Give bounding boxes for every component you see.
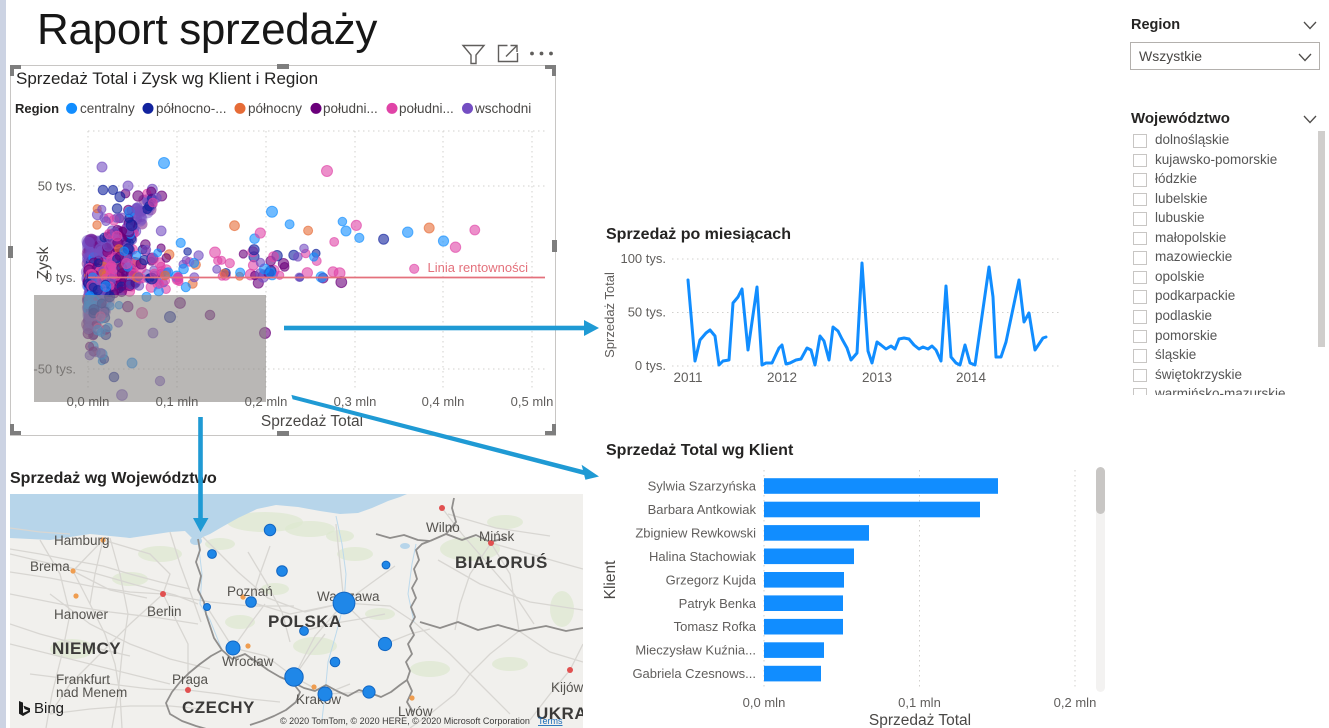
svg-text:Region: Region	[15, 101, 59, 116]
svg-text:Sprzedaż Total: Sprzedaż Total	[602, 272, 617, 358]
svg-text:0,1 mln: 0,1 mln	[156, 394, 199, 409]
svg-text:nad Menem: nad Menem	[56, 685, 127, 700]
svg-text:wschodni: wschodni	[474, 101, 531, 116]
svg-text:Gabriela Czesnows...: Gabriela Czesnows...	[632, 666, 756, 681]
svg-text:Sprzedaż Total wg Klient: Sprzedaż Total wg Klient	[606, 442, 794, 459]
svg-text:Linia rentowności: Linia rentowności	[428, 260, 529, 275]
svg-text:Berlin: Berlin	[147, 604, 182, 619]
svg-text:0,2 mln: 0,2 mln	[245, 394, 288, 409]
svg-text:Poznań: Poznań	[227, 584, 273, 599]
svg-text:Sprzedaż Total: Sprzedaż Total	[261, 413, 363, 430]
svg-text:południ...: południ...	[399, 101, 454, 116]
svg-text:2014: 2014	[956, 370, 987, 385]
svg-text:NIEMCY: NIEMCY	[52, 639, 121, 658]
svg-text:Grzegorz Kujda: Grzegorz Kujda	[666, 572, 757, 587]
svg-text:POLSKA: POLSKA	[268, 612, 342, 631]
svg-text:0,4 mln: 0,4 mln	[422, 394, 465, 409]
svg-text:Frankfurt: Frankfurt	[56, 672, 110, 687]
svg-text:Lwów: Lwów	[398, 704, 433, 719]
svg-text:2012: 2012	[767, 370, 797, 385]
svg-text:centralny: centralny	[80, 101, 135, 116]
svg-text:Zysk: Zysk	[35, 246, 52, 279]
svg-text:UKRAI: UKRAI	[536, 704, 583, 723]
svg-text:Halina Stachowiak: Halina Stachowiak	[649, 549, 756, 564]
svg-text:Terms: Terms	[538, 716, 563, 726]
svg-text:0,0 mln: 0,0 mln	[67, 394, 110, 409]
svg-text:2011: 2011	[673, 370, 702, 385]
svg-text:Sprzedaż Total: Sprzedaż Total	[869, 712, 971, 728]
svg-text:Mieczysław Kuźnia...: Mieczysław Kuźnia...	[635, 643, 756, 658]
svg-text:Patryk Benka: Patryk Benka	[679, 596, 757, 611]
svg-text:2013: 2013	[862, 370, 892, 385]
svg-text:północny: północny	[248, 101, 302, 116]
svg-text:CZECHY: CZECHY	[182, 698, 255, 717]
svg-text:Praga: Praga	[172, 672, 209, 687]
svg-text:Sprzedaż Total i Zysk wg Klien: Sprzedaż Total i Zysk wg Klient i Region	[16, 69, 318, 88]
svg-text:Sprzedaż po miesiącach: Sprzedaż po miesiącach	[606, 226, 791, 243]
svg-text:0,3 mln: 0,3 mln	[334, 394, 377, 409]
svg-text:0,2 mln: 0,2 mln	[1054, 695, 1097, 710]
svg-text:Tomasz Rofka: Tomasz Rofka	[674, 619, 757, 634]
svg-text:Klient: Klient	[602, 560, 619, 599]
svg-text:0,5 mln: 0,5 mln	[511, 394, 554, 409]
svg-text:50 tys.: 50 tys.	[628, 305, 666, 320]
svg-text:Wrocław: Wrocław	[222, 654, 274, 669]
svg-text:Kijów: Kijów	[551, 680, 583, 695]
svg-text:południ...: południ...	[323, 101, 378, 116]
svg-text:Brema: Brema	[30, 559, 70, 574]
svg-text:Zbigniew Rewkowski: Zbigniew Rewkowski	[635, 525, 756, 540]
svg-text:0,0 mln: 0,0 mln	[743, 695, 786, 710]
svg-text:Hamburg: Hamburg	[54, 533, 110, 548]
svg-text:0,1 mln: 0,1 mln	[898, 695, 941, 710]
svg-text:Barbara Antkowiak: Barbara Antkowiak	[648, 502, 757, 517]
svg-text:© 2020 TomTom, © 2020 HERE, ©: © 2020 TomTom, © 2020 HERE, © 2020 Micro…	[280, 716, 530, 726]
svg-text:Sylwia Szarzyńska: Sylwia Szarzyńska	[648, 479, 757, 494]
svg-text:Wilno: Wilno	[426, 520, 460, 535]
svg-text:0 tys.: 0 tys.	[635, 358, 666, 373]
svg-text:północno-...: północno-...	[156, 101, 227, 116]
svg-text:50 tys.: 50 tys.	[38, 179, 76, 194]
svg-text:Bing: Bing	[34, 700, 64, 717]
svg-text:Hanower: Hanower	[54, 607, 109, 622]
svg-text:Mińsk: Mińsk	[479, 529, 515, 544]
svg-text:BIAŁORUŚ: BIAŁORUŚ	[455, 553, 548, 572]
svg-text:100 tys.: 100 tys.	[620, 251, 666, 266]
svg-text:0 tys.: 0 tys.	[45, 270, 76, 285]
